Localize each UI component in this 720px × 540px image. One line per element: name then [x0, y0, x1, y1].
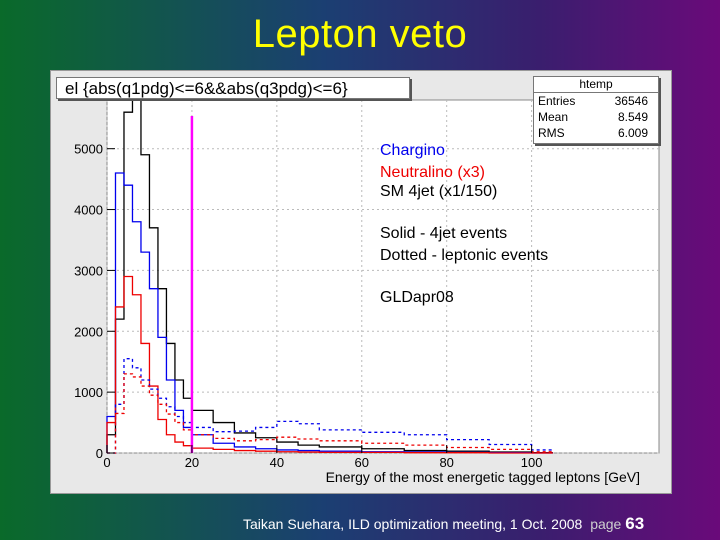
legend-entry: SM 4jet (x1/150) — [380, 183, 497, 200]
stats-value: 6.009 — [617, 126, 648, 140]
footer-text: Taikan Suehara, ILD optimization meeting… — [243, 516, 583, 532]
legend-entry: GLDapr08 — [380, 289, 454, 306]
slide-title: Lepton veto — [252, 12, 468, 56]
plot-area — [106, 99, 660, 454]
stats-value: 8.549 — [617, 110, 648, 124]
series-line — [107, 373, 553, 454]
x-tick-label: 40 — [270, 455, 284, 470]
page-label: page — [590, 516, 622, 532]
stats-label: Mean — [538, 110, 569, 124]
stats-box: htemp Entries 36546 Mean 8.549 RMS 6.009 — [533, 76, 659, 144]
y-tick-label: 1000 — [74, 385, 103, 400]
x-tick-label: 20 — [185, 455, 199, 470]
footer: Taikan Suehara, ILD optimization meeting… — [243, 514, 644, 534]
stats-row: Entries 36546 — [534, 93, 658, 109]
axes: 0 1000 2000 3000 4000 5000 0 20 40 60 80 100 — [74, 142, 542, 470]
stats-value: 36546 — [614, 94, 648, 108]
stats-label: RMS — [538, 126, 565, 140]
x-tick-label: 0 — [103, 455, 110, 470]
x-axis-label: Energy of the most energetic tagged lept… — [326, 469, 640, 485]
legend-entry: Chargino — [380, 142, 445, 159]
stats-row: Mean 8.549 — [534, 109, 658, 125]
y-tick-label: 3000 — [74, 263, 103, 278]
stats-row: RMS 6.009 — [534, 125, 658, 141]
y-tick-label: 5000 — [74, 142, 103, 157]
x-tick-label: 100 — [521, 455, 543, 470]
legend-entry: Solid - 4jet events — [380, 225, 507, 242]
y-tick-label: 0 — [96, 446, 103, 461]
series-layer — [106, 99, 553, 454]
page-number: 63 — [625, 514, 645, 533]
x-tick-label: 80 — [439, 455, 453, 470]
legend-entry: Dotted - leptonic events — [380, 247, 548, 264]
selection-label: el {abs(q1pdg)<=6&&abs(q3pdg)<=6} — [56, 77, 410, 99]
stats-title: htemp — [534, 77, 658, 93]
series-line — [107, 358, 553, 454]
y-tick-label: 2000 — [74, 324, 103, 339]
legend-entry: Neutralino (x3) — [380, 164, 485, 181]
legend: Chargino Neutralino (x3) SM 4jet (x1/150) S… — [380, 142, 548, 306]
x-tick-label: 60 — [355, 455, 369, 470]
series-line — [106, 99, 553, 454]
stats-label: Entries — [538, 94, 576, 108]
y-tick-label: 4000 — [74, 203, 103, 218]
